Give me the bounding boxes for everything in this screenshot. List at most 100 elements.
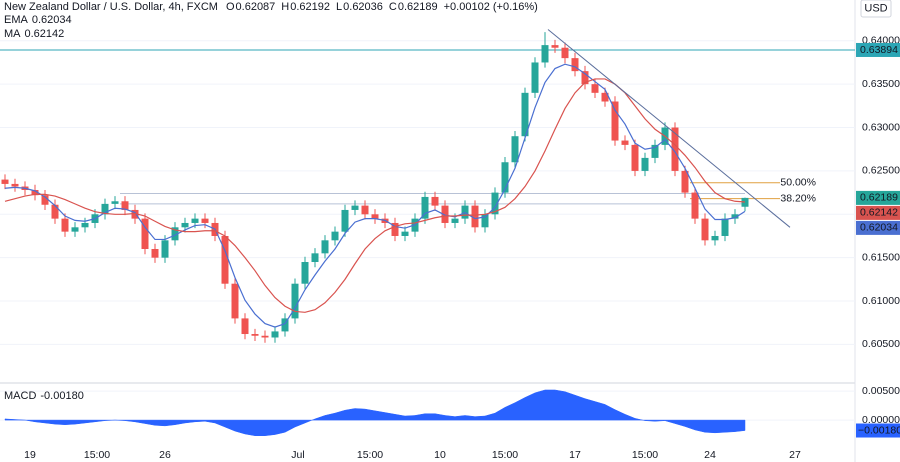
- candle-body: [501, 162, 509, 193]
- y-tick-label: 0.00500: [862, 385, 900, 397]
- candle-body: [181, 222, 189, 228]
- legend-name: EMA: [4, 14, 29, 26]
- candle-body: [31, 190, 39, 196]
- candle-body: [1, 179, 9, 184]
- legend-value: 0.62142: [25, 28, 65, 40]
- candle-body: [111, 201, 119, 204]
- y-tick-label: 0.60500: [862, 338, 900, 350]
- candle-body: [601, 92, 609, 102]
- candle-body: [641, 157, 649, 171]
- candle-body: [551, 45, 559, 48]
- price-tag-label: 0.62189: [860, 192, 898, 204]
- currency-box[interactable]: [860, 0, 892, 18]
- price-tag-label: 0.63894: [860, 44, 898, 56]
- candle-body: [61, 218, 69, 232]
- candle-body: [391, 222, 399, 236]
- candle-body: [731, 214, 739, 219]
- candle-body: [671, 127, 679, 171]
- x-tick-label: 15:00: [492, 449, 518, 461]
- price-tag-label: 0.62142: [860, 207, 898, 219]
- candle-body: [401, 231, 409, 236]
- fib-label: 38.20%: [780, 192, 816, 204]
- candle-body: [541, 45, 549, 63]
- candle-body: [361, 205, 369, 215]
- candle-body: [281, 318, 289, 332]
- macd-tag: [856, 423, 900, 438]
- y-tick-label: 0.63500: [862, 78, 900, 90]
- candle-body: [711, 235, 719, 241]
- candle-body: [741, 197, 749, 207]
- ohlc-value: 0.62087: [236, 1, 276, 13]
- legend-name: MA: [4, 28, 21, 40]
- candle-body: [331, 231, 339, 241]
- y-tick-label: 0.61000: [862, 295, 900, 307]
- ohlc-value: 0.62189: [398, 1, 438, 13]
- candle-body: [591, 84, 599, 93]
- candle-body: [371, 214, 379, 219]
- macd-legend-name: MACD: [4, 390, 36, 402]
- price-tag: [856, 205, 900, 220]
- candle-body: [231, 283, 239, 319]
- candle-body: [561, 47, 569, 59]
- chart-title: New Zealand Dollar / U.S. Dollar, 4h, FX…: [4, 1, 218, 13]
- candle-body: [531, 62, 539, 93]
- y-tick-label: 0.63000: [862, 121, 900, 133]
- x-tick-label: 19: [24, 449, 36, 461]
- candle-body: [51, 204, 59, 219]
- macd-area: [4, 389, 746, 436]
- candle-body: [241, 318, 249, 335]
- legend-value: 0.62034: [32, 14, 72, 26]
- macd-tag-label: −0.00180: [858, 424, 900, 436]
- candle-body: [471, 205, 479, 228]
- candle-body: [691, 192, 699, 219]
- ohlc-label: H: [281, 1, 289, 13]
- candle-body: [431, 196, 439, 206]
- candle-body: [41, 195, 49, 205]
- candle-body: [481, 214, 489, 228]
- candle-body: [631, 144, 639, 171]
- candle-body: [11, 183, 19, 187]
- y-tick-label: 0.00000: [862, 414, 900, 426]
- price-tag: [856, 190, 900, 205]
- candle-body: [221, 235, 229, 284]
- candle-body: [321, 240, 329, 254]
- candle-body: [71, 227, 79, 232]
- candle-body: [491, 192, 499, 215]
- x-tick-label: 15:00: [632, 449, 658, 461]
- candle-body: [161, 240, 169, 258]
- price-tag-label: 0.62034: [860, 222, 898, 234]
- candle-body: [101, 203, 109, 215]
- fib-label: 50.00%: [780, 176, 816, 188]
- candle-body: [251, 334, 259, 336]
- x-tick-label: 27: [789, 449, 801, 461]
- ohlc-value: 0.62192: [290, 1, 330, 13]
- candle-body: [421, 196, 429, 219]
- macd-legend-value: -0.00180: [40, 390, 83, 402]
- candle-body: [131, 209, 139, 219]
- x-tick-label: 17: [569, 449, 581, 461]
- candle-body: [521, 92, 529, 137]
- candle-body: [201, 218, 209, 223]
- candle-body: [121, 201, 129, 210]
- x-tick-label: 24: [704, 449, 716, 461]
- candle-body: [141, 218, 149, 249]
- y-tick-label: 0.61500: [862, 251, 900, 263]
- candle-body: [271, 331, 279, 338]
- candle-body: [151, 248, 159, 258]
- candle-body: [81, 222, 89, 228]
- price-tag: [856, 220, 900, 235]
- x-tick-label: 10: [434, 449, 446, 461]
- ohlc-label: O: [226, 1, 235, 13]
- candle-body: [621, 140, 629, 145]
- candle-body: [191, 218, 199, 223]
- x-tick-label: 26: [159, 449, 171, 461]
- candle-body: [571, 58, 579, 72]
- candle-body: [301, 262, 309, 284]
- candle-body: [341, 209, 349, 232]
- ohlc-value: 0.62036: [343, 1, 383, 13]
- ohlc-label: L: [336, 1, 342, 13]
- price-tag: [856, 42, 900, 57]
- candle-body: [311, 253, 319, 263]
